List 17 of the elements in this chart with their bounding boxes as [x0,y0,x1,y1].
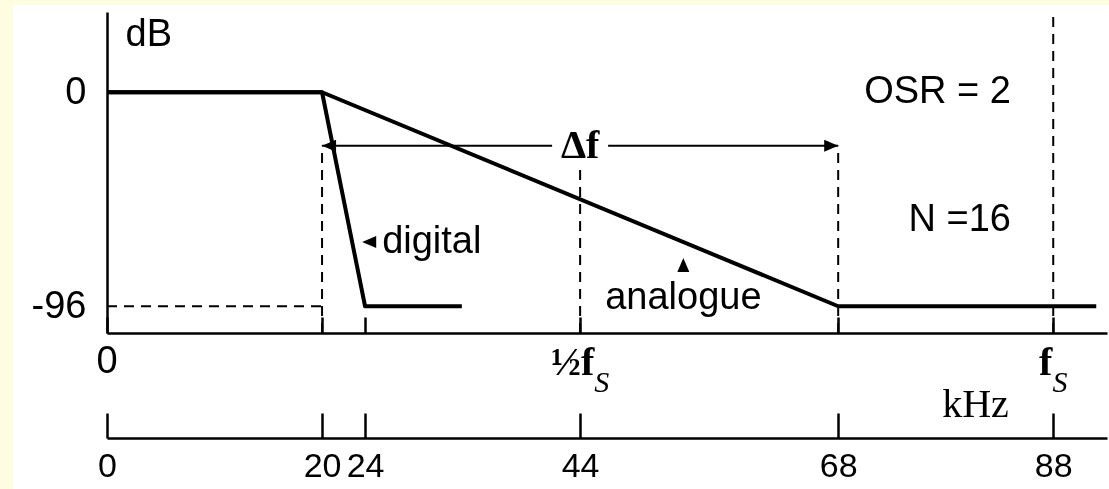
x-tick-label: 68 [819,445,858,484]
ref-line-label: f$_{S}$ [1039,339,1068,398]
legend-label: analogue [605,275,762,318]
series-label: digital [382,219,482,262]
x-tick-label: 24 [346,445,385,484]
annotation: N =16 [908,197,1011,239]
x-tick-label: 44 [561,445,600,484]
x-tick-label: 0 [98,445,117,484]
y-tick-label: -96 [31,283,87,326]
text: 0 [96,339,118,381]
annotation: Δf [560,121,600,167]
ref-line-label: ½f$_{S}$ [550,339,610,398]
x-tick-label: 20 [303,445,342,484]
y-axis-title: dB [125,11,172,54]
x-axis-title: kHz [942,380,1009,426]
x-tick-label: 88 [1034,445,1073,484]
annotation: OSR = 2 [864,69,1011,111]
